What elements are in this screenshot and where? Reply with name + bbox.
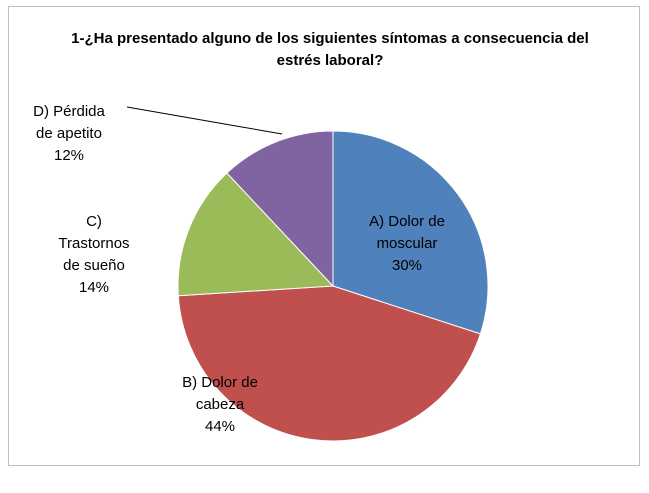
value-label: 14%: [78, 279, 110, 296]
chart-title: 1-¿Ha presentado alguno de los siguiente…: [71, 30, 589, 69]
chart-frame: [8, 6, 640, 466]
value-label: 44%: [204, 418, 236, 435]
category-label: C) Trastornos de sueño: [58, 213, 130, 274]
data-label: B) Dolor de cabeza 44%: [165, 372, 275, 438]
pie-slice: [177, 285, 482, 442]
pie-slice: [332, 130, 489, 335]
pie-slice: [177, 172, 335, 297]
value-label: 30%: [391, 257, 423, 274]
data-label: C) Trastornos de sueño 14%: [50, 211, 138, 299]
leader-line: [126, 106, 283, 135]
data-label: A) Dolor de moscular 30%: [347, 211, 467, 277]
value-label: 12%: [53, 147, 85, 164]
category-label: B) Dolor de cabeza: [182, 374, 258, 413]
category-label: D) Pérdida de apetito: [33, 103, 105, 142]
pie-slice: [226, 130, 334, 288]
category-label: A) Dolor de moscular: [369, 213, 445, 252]
data-label: D) Pérdida de apetito 12%: [28, 101, 110, 167]
